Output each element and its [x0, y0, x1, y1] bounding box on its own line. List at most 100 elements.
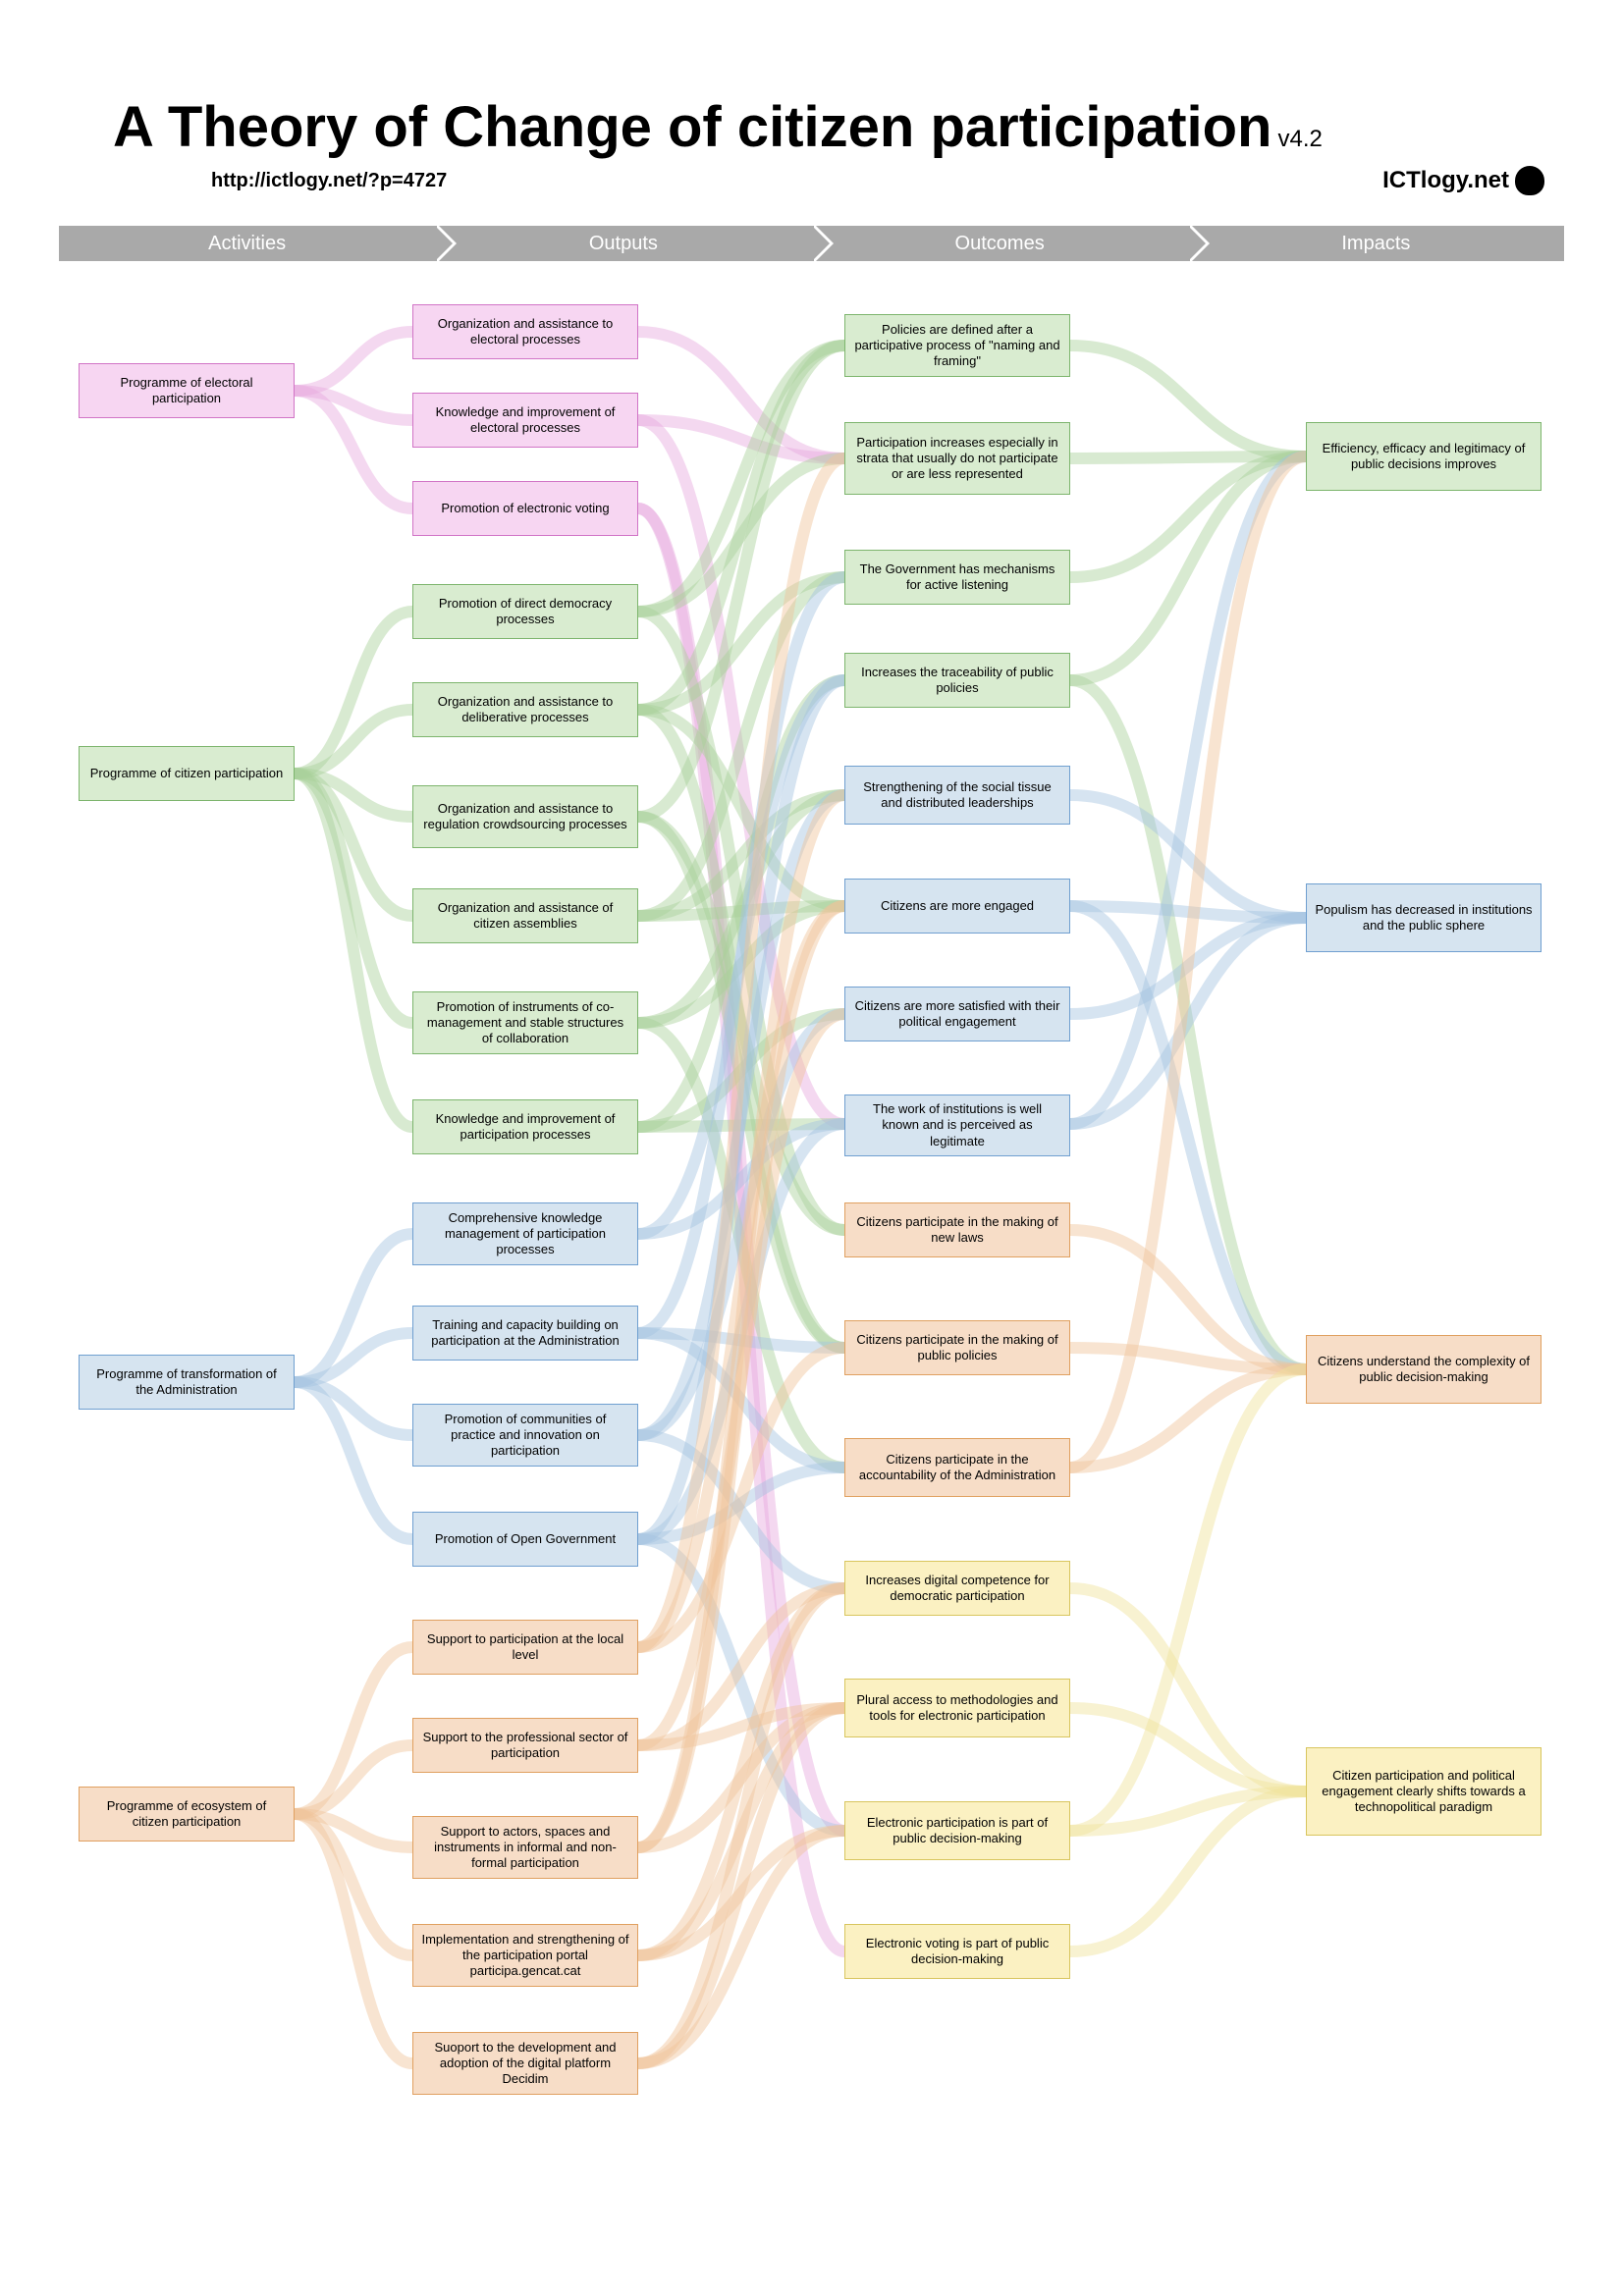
node-c15: Electronic voting is part of public deci…: [844, 1924, 1070, 1979]
edge-c6-i2: [1070, 906, 1306, 918]
edge-a3-o12: [295, 1382, 412, 1435]
edge-a1-o1: [295, 332, 412, 391]
edge-o4-c2: [638, 458, 844, 612]
edge-o6-c10: [638, 817, 844, 1348]
brand-icon: [1515, 166, 1544, 195]
node-a3: Programme of transformation of the Admin…: [79, 1355, 295, 1410]
edge-c5-i2: [1070, 795, 1306, 918]
node-c3: The Government has mechanisms for active…: [844, 550, 1070, 605]
node-o13: Promotion of Open Government: [412, 1512, 638, 1567]
edge-o10-c8: [638, 1124, 844, 1234]
edge-c14-i4: [1070, 1791, 1306, 1831]
node-o9: Knowledge and improvement of participati…: [412, 1099, 638, 1154]
edge-o12-c7: [638, 1014, 844, 1435]
node-i4: Citizen participation and political enga…: [1306, 1747, 1542, 1836]
node-o11: Training and capacity building on partic…: [412, 1306, 638, 1361]
edge-o11-c10: [638, 1333, 844, 1348]
brand-label: ICTlogy.net: [1382, 166, 1544, 195]
edge-o3-c14: [638, 508, 844, 1831]
edge-o6-c9: [638, 817, 844, 1230]
edge-c11-i3: [1070, 1369, 1306, 1468]
edge-c14-i3: [1070, 1369, 1306, 1831]
edge-c4-i1: [1070, 456, 1306, 680]
edge-o17-c14: [638, 1831, 844, 1955]
edge-o18-c14: [638, 1831, 844, 2063]
edge-o14-c10: [638, 1348, 844, 1647]
edge-o5-c10: [638, 710, 844, 1348]
edge-o13-c11: [638, 1468, 844, 1539]
edge-o9-c8: [638, 1124, 844, 1127]
node-i1: Efficiency, efficacy and legitimacy of p…: [1306, 422, 1542, 491]
node-o10: Comprehensive knowledge management of pa…: [412, 1202, 638, 1265]
edge-o4-c9: [638, 612, 844, 1230]
edge-o5-c1: [638, 346, 844, 710]
edge-o9-c4: [638, 680, 844, 1127]
edge-o9-c7: [638, 1014, 844, 1127]
node-o1: Organization and assistance to electoral…: [412, 304, 638, 359]
edge-c1-i1: [1070, 346, 1306, 456]
edge-o8-c11: [638, 1023, 844, 1468]
edge-c10-i3: [1070, 1348, 1306, 1369]
version-label: v4.2: [1277, 126, 1322, 153]
edge-o11-c11: [638, 1333, 844, 1468]
edge-o17-c13: [638, 1708, 844, 1955]
edge-c2-i1: [1070, 456, 1306, 458]
edge-a2-o4: [295, 612, 412, 774]
edge-c6-i3: [1070, 906, 1306, 1369]
edge-o7-c3: [638, 577, 844, 916]
node-o4: Promotion of direct democracy processes: [412, 584, 638, 639]
edge-o13-c14: [638, 1539, 844, 1831]
edge-o13-c4: [638, 680, 844, 1539]
node-o7: Organization and assistance of citizen a…: [412, 888, 638, 943]
edge-a3-o11: [295, 1333, 412, 1382]
edge-o3-c15: [638, 508, 844, 1951]
edge-a4-o18: [295, 1814, 412, 2063]
edge-c8-i2: [1070, 918, 1306, 1124]
node-a2: Programme of citizen participation: [79, 746, 295, 801]
edge-c12-i4: [1070, 1588, 1306, 1791]
edge-o15-c13: [638, 1708, 844, 1745]
node-c12: Increases digital competence for democra…: [844, 1561, 1070, 1616]
edge-o8-c5: [638, 795, 844, 1023]
edge-o5-c3: [638, 577, 844, 710]
edge-o18-c13: [638, 1708, 844, 2063]
edge-o13-c8: [638, 1124, 844, 1539]
node-o6: Organization and assistance to regulatio…: [412, 785, 638, 848]
edge-a2-o9: [295, 774, 412, 1127]
node-o2: Knowledge and improvement of electoral p…: [412, 393, 638, 448]
edge-o6-c1: [638, 346, 844, 817]
node-c11: Citizens participate in the accountabili…: [844, 1438, 1070, 1497]
edge-a1-o3: [295, 391, 412, 508]
edge-a2-o7: [295, 774, 412, 916]
edge-a2-o5: [295, 710, 412, 774]
node-c6: Citizens are more engaged: [844, 879, 1070, 934]
edge-o11-c3: [638, 577, 844, 1333]
edge-o8-c6: [638, 906, 844, 1023]
node-a1: Programme of electoral participation: [79, 363, 295, 418]
node-c1: Policies are defined after a participati…: [844, 314, 1070, 377]
edge-o4-c1: [638, 346, 844, 612]
edge-a1-o2: [295, 391, 412, 420]
edge-a3-o10: [295, 1234, 412, 1382]
node-o8: Promotion of instruments of co-managemen…: [412, 991, 638, 1054]
edges-layer: [0, 0, 1623, 2296]
edge-a3-o13: [295, 1382, 412, 1539]
edge-o2-c8: [638, 420, 844, 1124]
node-c14: Electronic participation is part of publ…: [844, 1801, 1070, 1860]
node-o3: Promotion of electronic voting: [412, 481, 638, 536]
edge-a4-o15: [295, 1745, 412, 1814]
edge-o7-c6: [638, 906, 844, 916]
edge-c7-i2: [1070, 918, 1306, 1014]
node-c8: The work of institutions is well known a…: [844, 1095, 1070, 1156]
node-c7: Citizens are more satisfied with their p…: [844, 987, 1070, 1041]
edge-a2-o8: [295, 774, 412, 1023]
col-hdr-impacts: Impacts: [1188, 226, 1564, 261]
node-o18: Suoport to the development and adoption …: [412, 2032, 638, 2095]
edge-a2-o6: [295, 774, 412, 817]
edge-c13-i4: [1070, 1708, 1306, 1791]
edge-o15-c12: [638, 1588, 844, 1745]
col-hdr-outcomes: Outcomes: [812, 226, 1188, 261]
edge-c8-i1: [1070, 456, 1306, 1124]
edge-a4-o17: [295, 1814, 412, 1955]
node-c5: Strengthening of the social tissue and d…: [844, 766, 1070, 825]
